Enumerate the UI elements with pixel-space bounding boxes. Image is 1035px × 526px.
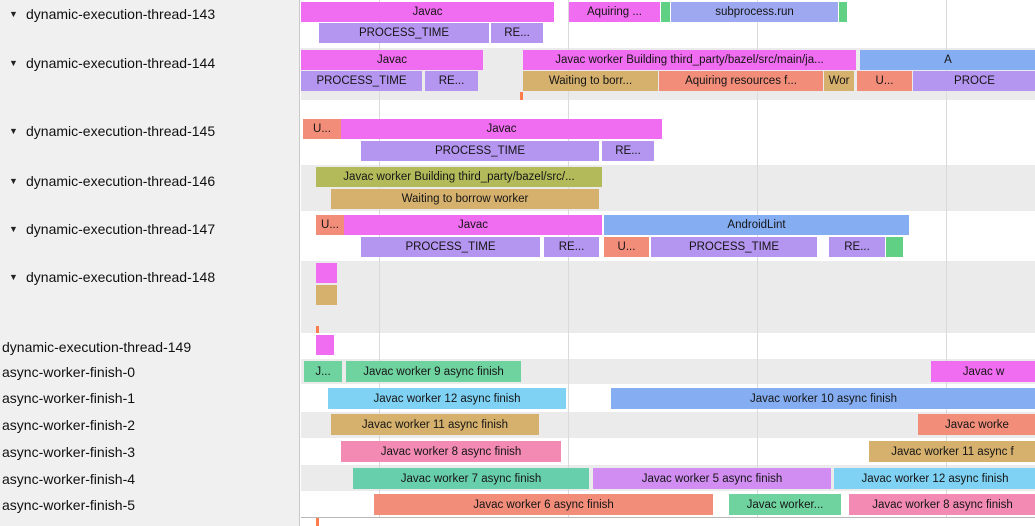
trace-slice[interactable]: Javac worker 11 async f (869, 441, 1035, 462)
trace-slice[interactable]: Javac worker... (729, 494, 841, 515)
sidebar-track-row[interactable]: async-worker-finish-5 (0, 493, 299, 516)
trace-slice[interactable]: RE... (544, 237, 599, 257)
gridline (946, 0, 947, 517)
track-name: dynamic-execution-thread-147 (26, 220, 216, 237)
trace-slice[interactable]: Javac (341, 119, 662, 139)
track-name: async-worker-finish-1 (2, 389, 136, 406)
trace-slice[interactable]: Javac worker 10 async finish (611, 388, 1035, 409)
trace-slice[interactable]: PROCESS_TIME (361, 141, 599, 161)
sidebar-track-row[interactable]: ▼ dynamic-execution-thread-144 (0, 51, 299, 74)
trace-slice[interactable]: Aquiring ... (569, 2, 660, 22)
trace-slice[interactable]: RE... (829, 237, 885, 257)
timeline-bottom-border (301, 517, 1035, 518)
trace-slice[interactable]: Waiting to borr... (523, 71, 658, 91)
gridline (757, 0, 758, 517)
trace-slice[interactable]: RE... (491, 23, 543, 43)
collapse-arrow-icon[interactable]: ▼ (9, 57, 18, 68)
sidebar-track-row[interactable]: ▼ dynamic-execution-thread-146 (0, 169, 299, 192)
instant-event-marker[interactable] (316, 518, 319, 526)
track-name: dynamic-execution-thread-143 (26, 5, 216, 22)
trace-slice[interactable]: U... (316, 215, 344, 235)
trace-slice[interactable]: PROCESS_TIME (319, 23, 489, 43)
track-name: async-worker-finish-0 (2, 363, 136, 380)
trace-slice[interactable]: Javac w (931, 361, 1035, 382)
trace-slice[interactable]: Aquiring resources f... (659, 71, 823, 91)
trace-slice[interactable]: Javac worker 9 async finish (346, 361, 521, 382)
trace-slice[interactable]: AndroidLint (604, 215, 909, 235)
trace-slice[interactable] (316, 335, 334, 355)
trace-slice[interactable]: Javac worker 8 async finish (849, 494, 1035, 515)
trace-slice[interactable]: Javac worker 5 async finish (593, 468, 831, 489)
trace-slice[interactable]: Javac worker 12 async finish (328, 388, 566, 409)
instant-event-marker[interactable] (316, 326, 319, 333)
trace-slice[interactable]: Javac worker Building third_party/bazel/… (316, 167, 602, 187)
sidebar-track-row[interactable]: async-worker-finish-3 (0, 440, 299, 463)
trace-slice[interactable]: Javac (344, 215, 602, 235)
track-name: dynamic-execution-thread-149 (2, 338, 192, 355)
trace-slice[interactable]: Javac worker 12 async finish (834, 468, 1035, 489)
sidebar-track-row[interactable]: ▼ dynamic-execution-thread-147 (0, 217, 299, 240)
sidebar-track-row[interactable]: ▼ dynamic-execution-thread-145 (0, 119, 299, 142)
collapse-arrow-icon[interactable]: ▼ (9, 8, 18, 19)
trace-slice[interactable]: PROCE (913, 71, 1035, 91)
track-background (301, 261, 1035, 333)
track-name: async-worker-finish-3 (2, 443, 136, 460)
trace-slice[interactable] (886, 237, 903, 257)
trace-slice[interactable]: subprocess.run (671, 2, 838, 22)
timeline-canvas: Javac Aquiring ... subprocess.run PROCESS_T… (301, 0, 1035, 526)
track-name: async-worker-finish-5 (2, 496, 136, 513)
track-background (301, 335, 1035, 357)
trace-slice[interactable]: A (860, 50, 1035, 70)
sidebar-track-row[interactable]: async-worker-finish-1 (0, 386, 299, 409)
trace-slice[interactable]: Javac worker 11 async finish (331, 414, 539, 435)
trace-slice[interactable]: J... (304, 361, 342, 382)
trace-slice[interactable] (316, 285, 337, 305)
trace-slice[interactable]: U... (303, 119, 341, 139)
track-name: async-worker-finish-4 (2, 470, 136, 487)
trace-slice[interactable]: U... (604, 237, 649, 257)
collapse-arrow-icon[interactable]: ▼ (9, 175, 18, 186)
trace-slice[interactable]: Javac (301, 2, 554, 22)
trace-slice[interactable] (661, 2, 670, 22)
trace-slice[interactable] (316, 263, 337, 283)
track-sidebar: ▼ dynamic-execution-thread-143 ▼ dynamic-ex… (0, 0, 300, 526)
track-name: dynamic-execution-thread-144 (26, 54, 216, 71)
trace-slice[interactable]: PROCESS_TIME (361, 237, 540, 257)
trace-slice[interactable]: Javac worke (918, 414, 1035, 435)
trace-slice[interactable]: RE... (602, 141, 654, 161)
sidebar-track-row[interactable]: ▼ dynamic-execution-thread-148 (0, 265, 299, 288)
trace-slice[interactable]: Javac worker Building third_party/bazel/… (523, 50, 856, 70)
gridline (379, 0, 380, 517)
trace-slice[interactable]: Javac (301, 50, 483, 70)
sidebar-track-row[interactable]: ▼ dynamic-execution-thread-143 (0, 2, 299, 25)
trace-slice[interactable]: Wor (824, 71, 854, 91)
sidebar-track-row[interactable]: async-worker-finish-0 (0, 360, 299, 383)
gridline (568, 0, 569, 517)
trace-slice[interactable]: Javac worker 6 async finish (374, 494, 713, 515)
track-name: async-worker-finish-2 (2, 416, 136, 433)
sidebar-track-row[interactable]: async-worker-finish-2 (0, 413, 299, 436)
trace-slice[interactable]: PROCESS_TIME (301, 71, 422, 91)
track-name: dynamic-execution-thread-145 (26, 122, 216, 139)
collapse-arrow-icon[interactable]: ▼ (9, 125, 18, 136)
collapse-arrow-icon[interactable]: ▼ (9, 223, 18, 234)
trace-slice[interactable] (839, 2, 847, 22)
trace-slice[interactable]: U... (857, 71, 912, 91)
trace-slice[interactable]: Javac worker 7 async finish (353, 468, 589, 489)
sidebar-track-row[interactable]: dynamic-execution-thread-149 (0, 335, 299, 358)
trace-slice[interactable]: Javac worker 8 async finish (341, 441, 561, 462)
sidebar-track-row[interactable]: async-worker-finish-4 (0, 467, 299, 490)
trace-slice[interactable]: Waiting to borrow worker (331, 189, 599, 209)
collapse-arrow-icon[interactable]: ▼ (9, 271, 18, 282)
track-name: dynamic-execution-thread-148 (26, 268, 216, 285)
trace-slice[interactable]: RE... (425, 71, 478, 91)
track-name: dynamic-execution-thread-146 (26, 172, 216, 189)
trace-slice[interactable]: PROCESS_TIME (651, 237, 817, 257)
instant-event-marker[interactable] (520, 92, 523, 100)
